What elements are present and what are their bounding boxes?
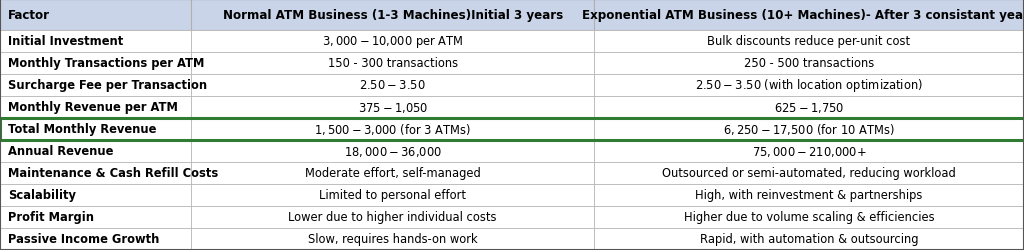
Text: $375 - $1,050: $375 - $1,050	[357, 100, 428, 114]
Text: Maintenance & Cash Refill Costs: Maintenance & Cash Refill Costs	[8, 167, 218, 180]
Text: Moderate effort, self-managed: Moderate effort, self-managed	[305, 167, 480, 180]
Bar	[191, 206, 594, 228]
Bar	[0, 228, 191, 250]
Text: Passive Income Growth: Passive Income Growth	[8, 232, 160, 245]
Text: Exponential ATM Business (10+ Machines)- After 3 consistant years: Exponential ATM Business (10+ Machines)-…	[582, 9, 1024, 22]
Bar	[594, 140, 1024, 162]
Bar	[191, 184, 594, 206]
Bar	[594, 162, 1024, 184]
Bar	[0, 118, 1024, 140]
Bar	[594, 96, 1024, 118]
Text: Limited to personal effort: Limited to personal effort	[319, 189, 466, 202]
Text: Surcharge Fee per Transaction: Surcharge Fee per Transaction	[8, 79, 207, 92]
Text: Monthly Revenue per ATM: Monthly Revenue per ATM	[8, 101, 178, 114]
Bar	[594, 118, 1024, 140]
Text: Total Monthly Revenue: Total Monthly Revenue	[8, 123, 157, 136]
Text: Outsourced or semi-automated, reducing workload: Outsourced or semi-automated, reducing w…	[663, 167, 955, 180]
Text: Scalability: Scalability	[8, 189, 76, 202]
Bar	[0, 184, 191, 206]
Text: $75,000 - $210,000+: $75,000 - $210,000+	[752, 144, 866, 158]
Text: Initial Investment: Initial Investment	[8, 35, 124, 48]
Bar	[191, 96, 594, 118]
Text: Normal ATM Business (1-3 Machines)Initial 3 years: Normal ATM Business (1-3 Machines)Initia…	[222, 9, 563, 22]
Text: $2.50 - $3.50: $2.50 - $3.50	[359, 79, 426, 92]
Text: $1,500 - $3,000 (for 3 ATMs): $1,500 - $3,000 (for 3 ATMs)	[314, 122, 471, 137]
Text: 150 - 300 transactions: 150 - 300 transactions	[328, 57, 458, 70]
Bar	[594, 31, 1024, 52]
Bar	[0, 96, 191, 118]
Bar	[594, 228, 1024, 250]
Text: High, with reinvestment & partnerships: High, with reinvestment & partnerships	[695, 189, 923, 202]
Bar	[594, 184, 1024, 206]
Bar	[594, 52, 1024, 74]
Text: $2.50 - $3.50 (with location optimization): $2.50 - $3.50 (with location optimizatio…	[695, 77, 923, 94]
Text: Profit Margin: Profit Margin	[8, 211, 94, 224]
Bar	[191, 31, 594, 52]
Text: Annual Revenue: Annual Revenue	[8, 145, 114, 158]
Bar	[0, 74, 191, 96]
Bar	[0, 52, 191, 74]
Bar	[191, 162, 594, 184]
Bar	[594, 206, 1024, 228]
Text: $625 - $1,750: $625 - $1,750	[774, 100, 844, 114]
Text: Monthly Transactions per ATM: Monthly Transactions per ATM	[8, 57, 205, 70]
Text: $3,000 - $10,000 per ATM: $3,000 - $10,000 per ATM	[322, 34, 464, 50]
Text: Factor: Factor	[8, 9, 50, 22]
Text: Higher due to volume scaling & efficiencies: Higher due to volume scaling & efficienc…	[684, 211, 934, 224]
Bar	[191, 0, 594, 31]
Text: Bulk discounts reduce per-unit cost: Bulk discounts reduce per-unit cost	[708, 35, 910, 48]
Text: Lower due to higher individual costs: Lower due to higher individual costs	[289, 211, 497, 224]
Bar	[0, 140, 191, 162]
Text: $18,000 - $36,000: $18,000 - $36,000	[344, 144, 441, 158]
Bar	[191, 74, 594, 96]
Bar	[594, 74, 1024, 96]
Text: Slow, requires hands-on work: Slow, requires hands-on work	[308, 232, 477, 245]
Bar	[0, 118, 191, 140]
Bar	[0, 162, 191, 184]
Bar	[191, 118, 594, 140]
Text: 250 - 500 transactions: 250 - 500 transactions	[743, 57, 874, 70]
Text: Rapid, with automation & outsourcing: Rapid, with automation & outsourcing	[699, 232, 919, 245]
Bar	[191, 52, 594, 74]
Bar	[191, 140, 594, 162]
Bar	[594, 0, 1024, 31]
Text: $6,250 - $17,500 (for 10 ATMs): $6,250 - $17,500 (for 10 ATMs)	[723, 122, 895, 137]
Bar	[191, 228, 594, 250]
Bar	[0, 0, 191, 31]
Bar	[0, 206, 191, 228]
Bar	[0, 31, 191, 52]
